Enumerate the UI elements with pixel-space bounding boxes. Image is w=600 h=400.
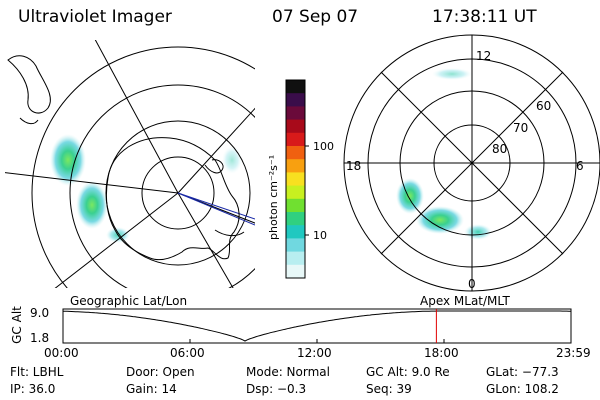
colorbar-cell [286,93,305,107]
instrument-title: Ultraviolet Imager [18,7,172,27]
gc-alt-info: GC Alt: 9.0 Re [366,365,450,379]
geographic-panel-label: Geographic Lat/Lon [70,294,188,308]
colorbar-tick-10: 10 [313,229,327,242]
timeline-y-axis-label: GC Alt [10,306,24,344]
colorbar-cell [286,132,305,147]
timeline-tick-1200: 12:00 [297,346,332,360]
mlt-label-6: 6 [576,159,584,173]
magnetic-map: 12 18 6 0 60 70 80 [343,34,600,292]
door-info: Door: Open [126,365,195,379]
timeline-tick-1800: 18:00 [424,346,459,360]
aurora-oval-midnight [416,206,464,234]
timeline-tick-0600: 06:00 [170,346,205,360]
aurora-region-1 [50,134,86,186]
gain-info: Gain: 14 [126,382,177,396]
ip-info: IP: 36.0 [10,382,56,396]
mlt-label-12: 12 [476,49,491,63]
seq-info: Seq: 39 [366,382,412,396]
colorbar-cell [286,238,305,253]
mlt-label-0: 0 [468,277,476,291]
colorbar-tick-100: 100 [313,140,334,153]
colorbar-gradient [286,80,305,279]
colorbar-cell [286,225,305,239]
date-label: 07 Sep 07 [272,7,359,27]
colorbar: 100 10 photon cm⁻²s⁻¹ [267,79,334,279]
geographic-map [5,40,255,288]
timeline-ymin: 1.8 [30,331,50,345]
colorbar-cell [286,119,305,134]
colorbar-cell [286,146,305,160]
aurora-oval-noon [432,68,472,80]
timeline-tick-0000: 00:00 [44,346,79,360]
mlat-label-80: 80 [492,142,507,156]
magnetic-panel-label: Apex MLat/MLT [420,294,510,308]
aurora-region-4 [222,146,242,174]
colorbar-cell [286,198,305,213]
aurora-oval-dusk [396,178,424,214]
aurora-oval-dawn [464,224,492,240]
mlat-label-60: 60 [536,99,551,113]
mode-info: Mode: Normal [246,365,330,379]
glon-info: GLon: 108.2 [486,382,559,396]
dsp-info: Dsp: −0.3 [246,382,307,396]
filter-info: Flt: LBHL [10,365,64,379]
colorbar-cell [286,212,305,226]
colorbar-cell [286,264,305,279]
glat-info: GLat: −77.3 [486,365,559,379]
altitude-curve [62,310,571,342]
colorbar-cell [286,80,305,94]
colorbar-cell [286,172,305,187]
mlt-label-18: 18 [346,159,361,173]
colorbar-cell [286,159,305,173]
colorbar-cell [286,185,305,200]
colorbar-cell [286,106,305,121]
colorbar-unit: photon cm⁻²s⁻¹ [267,155,280,240]
timeline-ymax: 9.0 [30,306,50,320]
altitude-timeline [62,308,572,344]
colorbar-cell [286,251,305,266]
aurora-region-2 [76,181,108,229]
time-label: 17:38:11 UT [432,7,537,27]
timeline-tick-2359: 23:59 [556,346,591,360]
mlat-label-70: 70 [513,121,528,135]
